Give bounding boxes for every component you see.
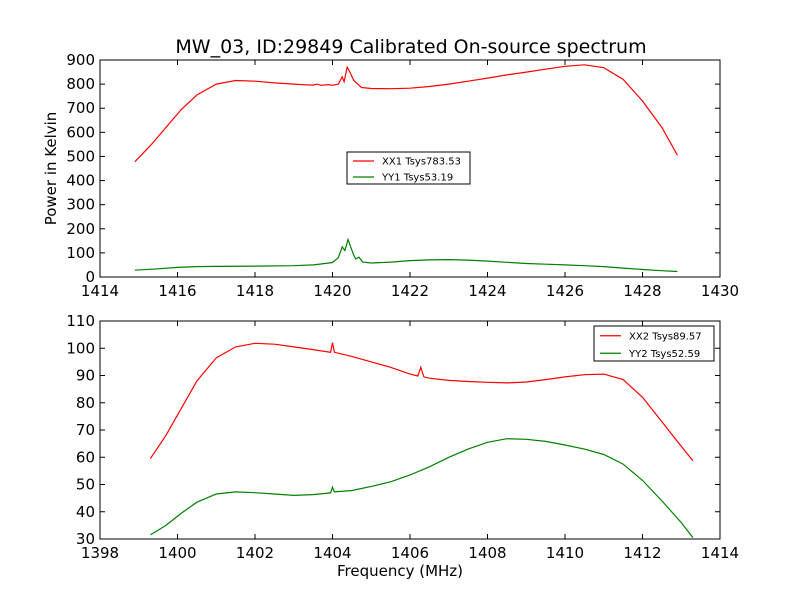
legend-box <box>346 151 471 185</box>
legend-box <box>593 325 715 362</box>
y-tick-label: 30 <box>76 530 95 548</box>
legend-label: XX1 Tsys783.53 <box>382 157 461 168</box>
y-tick-label: 100 <box>66 339 95 357</box>
x-tick-label: 1408 <box>468 544 506 562</box>
legend-label: XX2 Tsys89.57 <box>629 331 702 342</box>
series-line-yy1-tsys53-19 <box>134 237 678 273</box>
x-tick-label: 1400 <box>158 544 196 562</box>
x-tick-label: 1398 <box>81 544 119 562</box>
x-tick-label: 1430 <box>701 282 739 300</box>
y-tick-label: 800 <box>66 75 95 93</box>
y-axis-title: Power in Kelvin <box>42 112 60 226</box>
y-tick-label: 900 <box>66 51 95 69</box>
legend: XX2 Tsys89.57 YY2 Tsys52.59 <box>593 325 715 362</box>
series-line-xx2-tsys89-57 <box>149 342 694 462</box>
legend: XX1 Tsys783.53 YY1 Tsys53.19 <box>346 151 471 185</box>
x-tick-label: 1422 <box>391 282 429 300</box>
legend-label: YY2 Tsys52.59 <box>628 349 700 360</box>
series-line-xx1-tsys783-53 <box>134 64 678 163</box>
y-tick-label: 90 <box>76 367 95 385</box>
y-tick-label: 40 <box>76 503 95 521</box>
x-tick-label: 1414 <box>81 282 119 300</box>
y-tick-label: 500 <box>66 147 95 165</box>
x-tick-label: 1424 <box>468 282 506 300</box>
x-tick-label: 1416 <box>158 282 196 300</box>
x-tick-label: 1410 <box>546 544 584 562</box>
y-tick-label: 700 <box>66 99 95 117</box>
figure-title: MW_03, ID:29849 Calibrated On-source spe… <box>175 36 646 58</box>
top-plot: 1414 1416 1418 1420 1422 1424 1426 1428 1430 0 100… <box>42 51 739 300</box>
series-line-yy2-tsys52-59 <box>150 438 694 538</box>
x-tick-label: 1412 <box>623 544 661 562</box>
y-tick-label: 80 <box>76 394 95 412</box>
y-tick-label: 50 <box>76 476 95 494</box>
x-tick-label: 1426 <box>546 282 584 300</box>
bottom-plot: 1398 1400 1402 1404 1406 1408 1410 1412 1414 30 40… <box>66 312 739 580</box>
x-tick-label: 1428 <box>623 282 661 300</box>
y-tick-label: 70 <box>76 421 95 439</box>
y-tick-label: 0 <box>85 268 95 286</box>
legend-label: YY1 Tsys53.19 <box>381 173 453 184</box>
x-tick-label: 1414 <box>701 544 739 562</box>
x-tick-label: 1406 <box>391 544 429 562</box>
x-tick-label: 1418 <box>236 282 274 300</box>
y-tick-label: 200 <box>66 220 95 238</box>
x-tick-label: 1402 <box>236 544 274 562</box>
y-tick-label: 100 <box>66 244 95 262</box>
x-tick-label: 1404 <box>313 544 351 562</box>
y-tick-label: 300 <box>66 196 95 214</box>
y-tick-label: 110 <box>66 312 95 330</box>
y-tick-label: 600 <box>66 123 95 141</box>
y-tick-label: 400 <box>66 172 95 190</box>
x-tick-label: 1420 <box>313 282 351 300</box>
y-tick-label: 60 <box>76 448 95 466</box>
x-axis-title: Frequency (MHz) <box>337 562 463 580</box>
